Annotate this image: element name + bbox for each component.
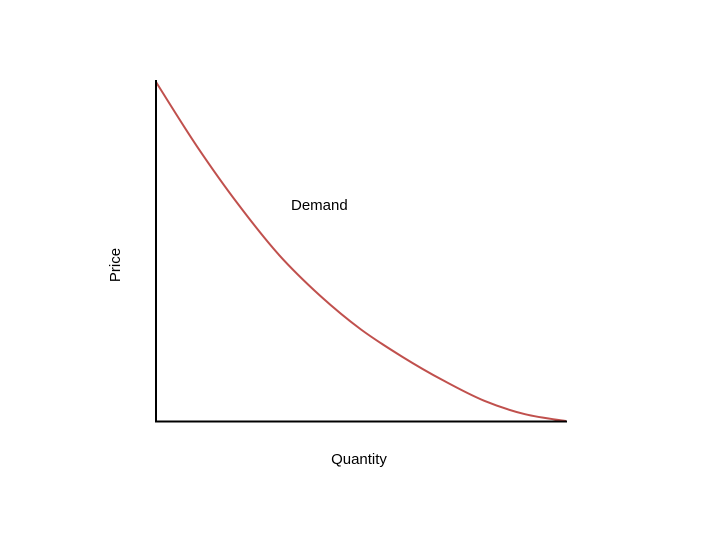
plot-area	[155, 81, 567, 422]
demand-label: Demand	[291, 197, 348, 214]
x-axis-label: Quantity	[331, 451, 387, 468]
y-axis-label: Price	[107, 248, 124, 282]
series-line-1	[155, 81, 567, 422]
